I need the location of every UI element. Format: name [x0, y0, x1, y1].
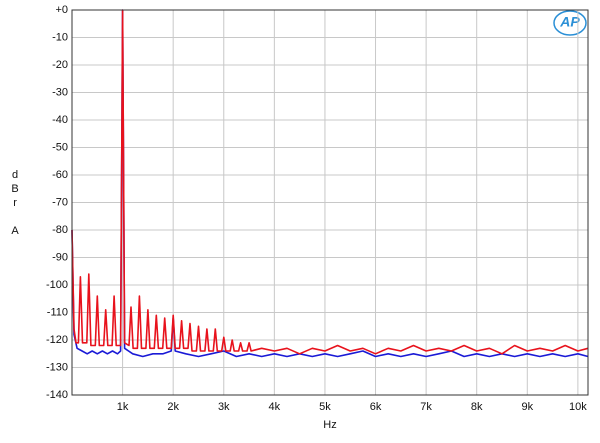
y-tick-label: -110 [47, 306, 68, 318]
series-line [71, 9, 589, 358]
y-tick-label: -120 [46, 334, 68, 346]
series-line [71, 9, 589, 355]
y-tick-label: -80 [52, 224, 68, 236]
y-tick-label: -140 [46, 389, 68, 401]
x-tick-label: 1k [117, 401, 129, 413]
y-tick-label: -20 [52, 59, 68, 71]
y-tick-label: -10 [52, 31, 68, 43]
x-tick-label: 3k [218, 401, 230, 413]
y-tick-label: -60 [52, 169, 68, 181]
y-tick-label: -90 [52, 251, 68, 263]
plot-frame [71, 9, 589, 396]
x-tick-label: 6k [370, 401, 382, 413]
x-tick-label: 8k [471, 401, 483, 413]
logo: AP [559, 14, 580, 30]
y-tick-label: -30 [52, 86, 68, 98]
x-tick-label: 7k [420, 401, 432, 413]
y-tick-label: -50 [52, 141, 68, 153]
x-tick-label: 2k [167, 401, 179, 413]
logo-ring [553, 10, 587, 36]
x-tick-label: 5k [319, 401, 331, 413]
x-tick-label: 10k [569, 401, 587, 413]
x-tick-label: 4k [269, 401, 281, 413]
y-tick-label: -40 [52, 114, 68, 126]
y-axis-weighting: A [11, 225, 19, 237]
y-tick-label: -100 [46, 279, 68, 291]
y-tick-label: +0 [55, 4, 68, 16]
y-tick-label: -130 [46, 361, 68, 373]
y-tick-label: -70 [52, 196, 68, 208]
x-axis-label: Hz [323, 419, 336, 431]
y-axis-label: dBr [9, 169, 21, 211]
x-tick-label: 9k [521, 401, 533, 413]
